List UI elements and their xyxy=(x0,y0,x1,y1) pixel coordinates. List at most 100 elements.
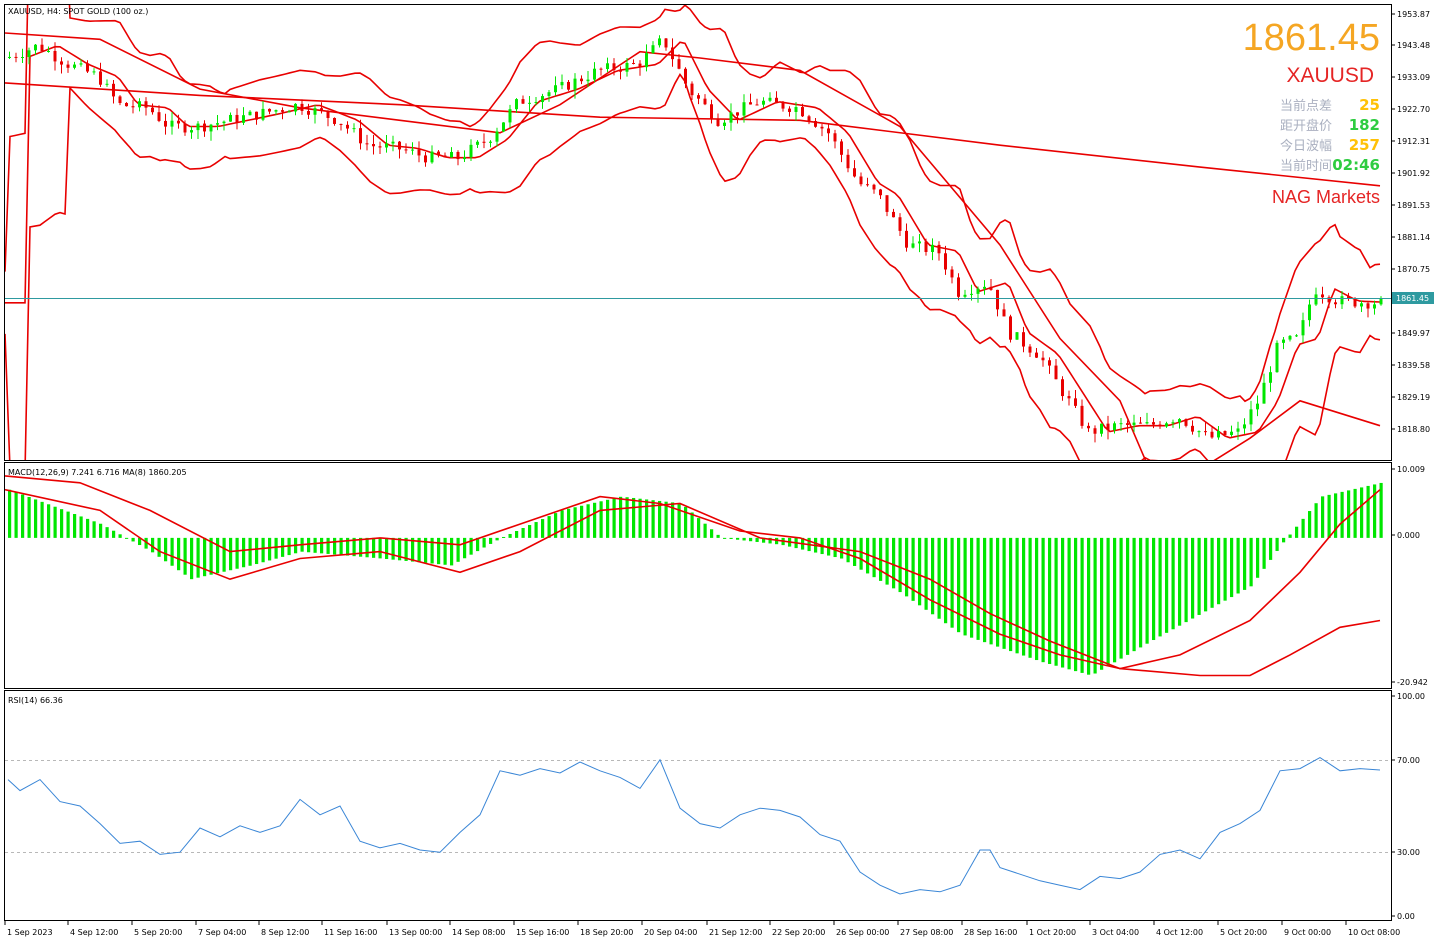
macd-bar xyxy=(1009,537,1013,652)
macd-bar xyxy=(248,537,252,566)
macd-bar xyxy=(1022,537,1026,656)
macd-bar xyxy=(762,537,766,543)
candle-body xyxy=(235,114,239,123)
macd-bar xyxy=(924,537,928,610)
candle-body xyxy=(60,61,63,65)
macd-bar xyxy=(612,498,616,538)
macd-bar xyxy=(1054,537,1058,666)
overlay-price: 1861.45 xyxy=(1243,17,1380,59)
macd-bar xyxy=(638,498,642,538)
candle-body xyxy=(1048,360,1051,366)
candle-body xyxy=(996,289,999,310)
candle-body xyxy=(742,102,746,116)
candle-body xyxy=(801,107,804,117)
macd-bar xyxy=(1230,537,1234,598)
macd-bar xyxy=(1035,537,1039,661)
price-panel[interactable]: XAUUSD, H4: SPOT GOLD (100 oz.) xyxy=(5,0,1391,495)
main-header: XAUUSD, H4: SPOT GOLD (100 oz.) xyxy=(8,7,148,16)
candle-body xyxy=(203,123,206,132)
macd-bar xyxy=(1321,496,1325,538)
macd-bar xyxy=(417,537,421,563)
candle-body xyxy=(92,71,96,73)
candle-body xyxy=(417,149,421,156)
price-tick-label: 1953.87 xyxy=(1397,10,1430,19)
candle-body xyxy=(1165,423,1168,427)
overlay-row-value: 182 xyxy=(1349,116,1380,134)
macd-bar xyxy=(677,503,681,538)
macd-bar xyxy=(1002,537,1006,649)
macd-bar xyxy=(970,537,974,638)
price-tick-label: 1912.31 xyxy=(1397,137,1430,146)
candle-body xyxy=(1230,431,1233,435)
candle-body xyxy=(905,230,908,248)
time-tick-label: 13 Sep 00:00 xyxy=(389,928,442,937)
candle-body xyxy=(1093,428,1097,434)
macd-bar xyxy=(963,537,967,636)
candle-body xyxy=(1308,304,1311,321)
macd-bar xyxy=(710,529,714,538)
macd-bar xyxy=(170,537,174,566)
macd-bar xyxy=(1340,491,1344,538)
time-tick-label: 22 Sep 20:00 xyxy=(772,928,825,937)
candle-body xyxy=(1184,419,1188,426)
candle-body xyxy=(157,112,161,121)
macd-bar xyxy=(632,497,636,538)
rsi-panel[interactable]: RSI(14) 66.36 xyxy=(5,696,1391,895)
candle-body xyxy=(599,68,603,70)
candle-body xyxy=(898,217,902,231)
macd-bar xyxy=(983,537,987,643)
candle-body xyxy=(1321,294,1324,298)
macd-bar xyxy=(775,537,779,545)
candle-body xyxy=(177,120,180,124)
candle-body xyxy=(1314,294,1318,305)
candle-body xyxy=(255,111,258,120)
macd-bar xyxy=(1347,490,1351,538)
macd-bar xyxy=(164,537,168,562)
candle-body xyxy=(853,168,856,177)
price-tick-label: 1818.80 xyxy=(1397,425,1430,434)
candle-body xyxy=(1067,396,1071,399)
candle-body xyxy=(1301,320,1305,336)
macd-bar xyxy=(684,506,688,538)
candle-body xyxy=(1080,405,1084,426)
macd-bar xyxy=(1288,534,1292,538)
macd-bar xyxy=(768,537,772,544)
candle-body xyxy=(125,102,128,107)
candle-body xyxy=(560,81,564,86)
macd-bar xyxy=(463,537,467,559)
candle-body xyxy=(372,144,375,147)
rsi-axis: 100.00 70.00 30.00 0.00 xyxy=(1391,692,1425,921)
candle-body xyxy=(892,211,895,218)
macd-panel[interactable]: MACD(12,26,9) 7.241 6.716 MA(8) 1860.205 xyxy=(5,468,1383,677)
candle-body xyxy=(313,108,317,115)
candle-body xyxy=(66,64,70,68)
candle-body xyxy=(833,133,837,142)
time-tick-label: 1 Oct 20:00 xyxy=(1029,928,1076,937)
macd-bar xyxy=(508,533,512,538)
candle-body xyxy=(1191,425,1194,432)
overlay-row-label: 当前点差 xyxy=(1280,98,1332,114)
candle-body xyxy=(40,44,44,51)
candle-body xyxy=(320,108,323,111)
candle-body xyxy=(27,50,31,58)
candle-body xyxy=(1282,339,1285,343)
candle-body xyxy=(534,102,538,104)
macd-bar xyxy=(391,537,395,560)
macd-bar xyxy=(671,502,675,538)
macd-bar xyxy=(326,537,330,554)
candle-body xyxy=(619,70,622,72)
candle-body xyxy=(983,286,986,289)
macd-bar xyxy=(339,537,343,556)
candle-body xyxy=(1197,431,1201,433)
candle-body xyxy=(118,96,122,103)
macd-bar xyxy=(1327,494,1331,538)
candle-body xyxy=(8,56,11,58)
candle-body xyxy=(391,141,395,144)
overlay-symbol: XAUUSD xyxy=(1286,64,1374,87)
macd-bar xyxy=(157,537,161,557)
candle-body xyxy=(729,112,733,123)
macd-bar xyxy=(320,537,324,554)
macd-bar xyxy=(703,523,707,538)
candle-body xyxy=(21,57,24,59)
